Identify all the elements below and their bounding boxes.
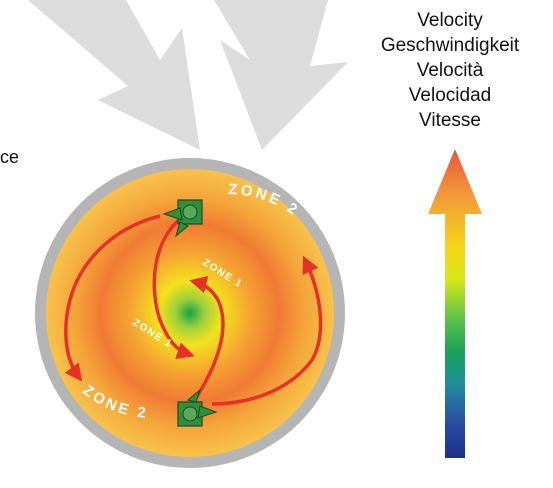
mixer-icon	[177, 388, 218, 427]
velocity-legend: Velocity Geschwindigkeit Velocità Veloci…	[381, 10, 520, 458]
flow-arrow-icon	[211, 255, 323, 406]
inner-flow-arrow-icon	[189, 276, 225, 399]
inner-flow-arrow-icon	[152, 212, 195, 359]
inflow-arrow-icon	[214, 0, 348, 150]
legend-line-velocidad: Velocidad	[409, 85, 491, 106]
velocity-gradient-arrow-icon	[428, 149, 482, 458]
legend-line-geschwindigkeit: Geschwindigkeit	[381, 35, 520, 56]
tank-velocity-field	[46, 169, 334, 457]
legend-line-vitesse: Vitesse	[419, 110, 481, 131]
legend-line-velocity: Velocity	[417, 10, 483, 31]
side-label-fragment: ce	[0, 147, 19, 167]
flow-arrow-icon	[64, 214, 161, 382]
legend-line-velocita: Velocità	[417, 60, 484, 81]
inflow-arrow-icon	[28, 0, 200, 150]
mixer-icon	[162, 199, 203, 238]
